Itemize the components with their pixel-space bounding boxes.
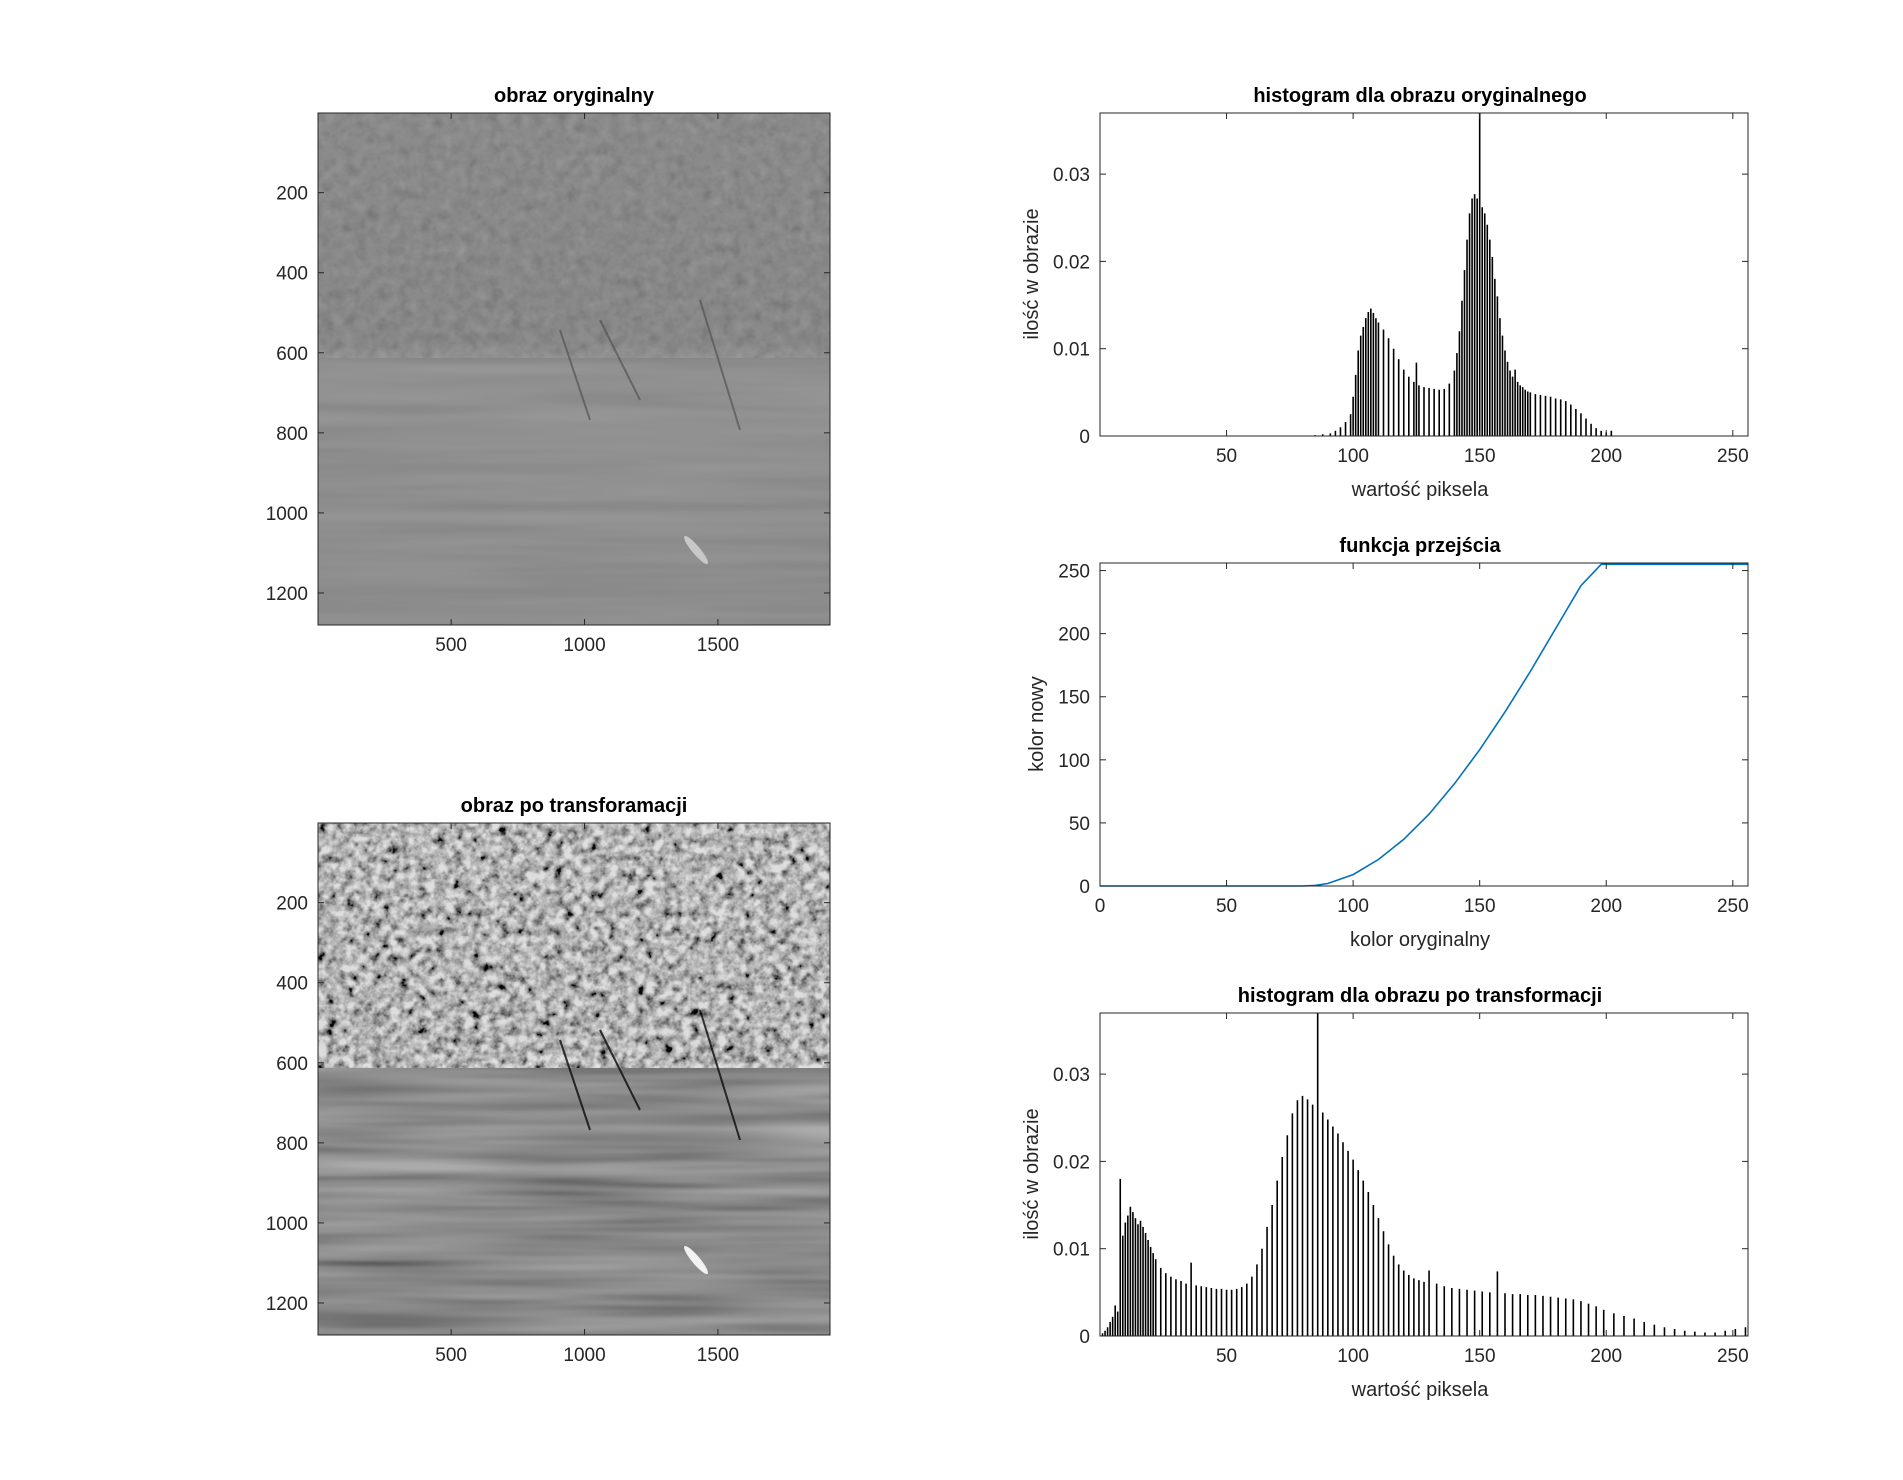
transfer-function-panel: funkcja przejścia kolor oryginalny kolor… [1026, 535, 1749, 951]
transfer-function-xlabel: kolor oryginalny [1350, 929, 1490, 951]
original-histogram-xtick-label: 200 [1590, 446, 1622, 467]
original-histogram-plot-area [1100, 113, 1748, 436]
transfer-function-plot-area [1100, 563, 1748, 886]
transformed-image-ytick-label: 1000 [266, 1214, 308, 1235]
original-image-frame [317, 112, 831, 626]
original-image-ytick-label: 800 [276, 424, 308, 445]
original-image-ytick-label: 1200 [266, 584, 308, 605]
transfer-function-xtick-label: 200 [1590, 896, 1622, 917]
transformed-image-xtick-label: 1000 [563, 1345, 605, 1366]
transfer-function-ytick-label: 150 [1058, 688, 1090, 709]
transformed-histogram-ytick-label: 0 [1079, 1327, 1090, 1348]
original-histogram-axes-frame [1099, 112, 1749, 437]
transformed-image-title: obraz po transforamacji [461, 795, 688, 817]
original-histogram-xlabel: wartość piksela [1351, 479, 1490, 501]
original-histogram-ytick-label: 0.03 [1053, 165, 1090, 186]
transfer-function-ytick-label: 250 [1058, 562, 1090, 583]
original-image [318, 113, 830, 625]
transformed-histogram-xtick-label: 100 [1337, 1346, 1369, 1367]
transfer-function-ytick-label: 0 [1079, 877, 1090, 898]
transformed-image [318, 823, 830, 1335]
transformed-image-ytick-label: 400 [276, 974, 308, 995]
original-histogram-xtick-label: 100 [1337, 446, 1369, 467]
original-histogram-ytick-label: 0.01 [1053, 340, 1090, 361]
transformed-histogram-xtick-label: 50 [1216, 1346, 1237, 1367]
original-image-xtick-label: 1000 [563, 635, 605, 656]
original-histogram-xtick-label: 150 [1464, 446, 1496, 467]
transformed-histogram-axes-frame [1099, 1012, 1749, 1337]
transfer-function-xtick-label: 50 [1216, 896, 1237, 917]
transfer-function-ytick-label: 200 [1058, 625, 1090, 646]
transfer-function-axes-frame [1099, 562, 1749, 887]
original-histogram-xtick-label: 50 [1216, 446, 1237, 467]
bird-shape [684, 535, 708, 565]
transformed-histogram-ytick-label: 0.01 [1053, 1240, 1090, 1261]
transfer-function-xtick-label: 250 [1717, 896, 1749, 917]
original-image-ytick-label: 1000 [266, 504, 308, 525]
transformed-image-ytick-label: 200 [276, 894, 308, 915]
transformed-image-frame [317, 822, 831, 1336]
original-image-ytick-label: 600 [276, 344, 308, 365]
transformed-image-xtick-label: 1500 [697, 1345, 739, 1366]
transfer-function-xtick-label: 0 [1095, 896, 1106, 917]
original-histogram-panel: histogram dla obrazu oryginalnego wartoś… [1021, 85, 1749, 501]
original-histogram-ylabel: ilość w obrazie [1021, 208, 1043, 339]
original-histogram-ytick-label: 0 [1079, 427, 1090, 448]
transformed-histogram-ytick-label: 0.02 [1053, 1152, 1090, 1173]
transformed-histogram-panel: histogram dla obrazu po transformacji wa… [1021, 985, 1749, 1401]
original-image-title: obraz oryginalny [494, 85, 655, 107]
original-image-xtick-label: 500 [435, 635, 467, 656]
transformed-histogram-ylabel: ilość w obrazie [1021, 1108, 1043, 1239]
original-image-xtick-label: 1500 [697, 635, 739, 656]
transformed-histogram-ytick-label: 0.03 [1053, 1065, 1090, 1086]
transfer-function-title: funkcja przejścia [1339, 535, 1501, 557]
transfer-function-ylabel: kolor nowy [1026, 676, 1048, 772]
transfer-function-xtick-label: 100 [1337, 896, 1369, 917]
transformed-image-xtick-label: 500 [435, 1345, 467, 1366]
transformed-histogram-xtick-label: 200 [1590, 1346, 1622, 1367]
transformed-histogram-title: histogram dla obrazu po transformacji [1238, 985, 1603, 1007]
transfer-function-xtick-label: 150 [1464, 896, 1496, 917]
transformed-image-ytick-label: 800 [276, 1134, 308, 1155]
transformed-histogram-xlabel: wartość piksela [1351, 1379, 1490, 1401]
transfer-function-series-line [1100, 563, 1748, 887]
original-image-panel: obraz oryginalny 500 1000 1500 200 400 600 800… [266, 85, 831, 656]
transfer-function-ytick-label: 50 [1069, 814, 1090, 835]
transformed-image-ytick-label: 600 [276, 1054, 308, 1075]
original-histogram-ytick-label: 0.02 [1053, 252, 1090, 273]
original-image-ytick-label: 200 [276, 184, 308, 205]
transformed-histogram-xtick-label: 150 [1464, 1346, 1496, 1367]
original-histogram-xtick-label: 250 [1717, 446, 1749, 467]
transformed-histogram-xtick-label: 250 [1717, 1346, 1749, 1367]
original-image-ytick-label: 400 [276, 264, 308, 285]
bird-shape [684, 1245, 708, 1275]
original-histogram-title: histogram dla obrazu oryginalnego [1253, 85, 1586, 107]
transformed-image-panel: obraz po transforamacji 500 1000 1500 200 40… [266, 795, 831, 1366]
transfer-function-ytick-label: 100 [1058, 751, 1090, 772]
transformed-image-ytick-label: 1200 [266, 1294, 308, 1315]
